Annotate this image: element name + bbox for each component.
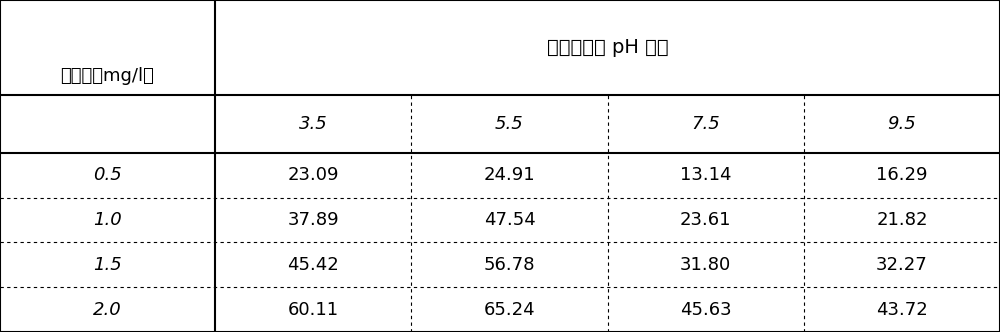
- Text: 56.78: 56.78: [484, 256, 535, 274]
- Text: 16.29: 16.29: [876, 166, 928, 184]
- Text: 47.54: 47.54: [484, 211, 535, 229]
- Text: 60.11: 60.11: [288, 300, 339, 319]
- Text: 反应溶液的 pH 环境: 反应溶液的 pH 环境: [547, 38, 668, 57]
- Text: 2.0: 2.0: [93, 300, 122, 319]
- Text: 31.80: 31.80: [680, 256, 731, 274]
- Text: 13.14: 13.14: [680, 166, 732, 184]
- Text: 23.09: 23.09: [287, 166, 339, 184]
- Text: 23.61: 23.61: [680, 211, 732, 229]
- Text: 9.5: 9.5: [888, 115, 916, 133]
- Text: 投加量（mg/l）: 投加量（mg/l）: [61, 67, 154, 85]
- Text: 5.5: 5.5: [495, 115, 524, 133]
- Text: 7.5: 7.5: [691, 115, 720, 133]
- Text: 65.24: 65.24: [484, 300, 535, 319]
- Text: 24.91: 24.91: [484, 166, 535, 184]
- Text: 3.5: 3.5: [299, 115, 328, 133]
- Text: 45.42: 45.42: [287, 256, 339, 274]
- Text: 37.89: 37.89: [287, 211, 339, 229]
- Text: 32.27: 32.27: [876, 256, 928, 274]
- Text: 21.82: 21.82: [876, 211, 928, 229]
- Text: 43.72: 43.72: [876, 300, 928, 319]
- Text: 0.5: 0.5: [93, 166, 122, 184]
- Text: 1.5: 1.5: [93, 256, 122, 274]
- Text: 1.0: 1.0: [93, 211, 122, 229]
- Text: 45.63: 45.63: [680, 300, 732, 319]
